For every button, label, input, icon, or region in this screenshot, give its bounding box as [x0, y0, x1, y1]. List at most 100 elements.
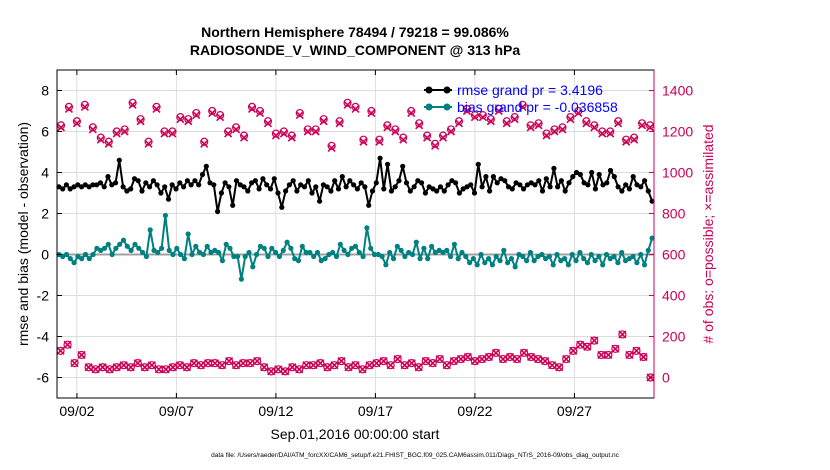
- rmse-point-132: [555, 184, 561, 190]
- obs-bottom-cross-21: [203, 359, 213, 368]
- bias-point-94: [413, 239, 419, 245]
- obs-bottom-cross-10: [126, 363, 135, 372]
- bias-point-83: [371, 251, 378, 258]
- rmse-point-15: [113, 180, 119, 186]
- rmse-point-94: [411, 184, 417, 190]
- obs-top-possible-58: [518, 100, 527, 109]
- bias-point-153: [638, 251, 644, 258]
- bias-point-2: [63, 251, 70, 258]
- bias-point-5: [75, 253, 81, 260]
- obs-top-assimilated-28: [279, 129, 288, 138]
- rmse-point-67: [309, 190, 315, 196]
- rmse-point-142: [592, 186, 599, 192]
- y-left-tick-label-6: 6: [41, 124, 49, 140]
- x-tick-label-5: 09/27: [557, 403, 592, 419]
- obs-bottom-cross-4: [84, 363, 93, 372]
- obs-bottom-cross-13: [147, 361, 156, 370]
- obs-top-possible-61: [542, 129, 551, 138]
- obs-bottom-circle-3: [77, 350, 86, 360]
- obs-bottom-cross-16: [168, 363, 177, 372]
- obs-top-assimilated-0: [56, 123, 66, 132]
- obs-top-possible-3: [80, 100, 89, 109]
- rmse-point-46: [230, 202, 236, 208]
- obs-bottom-circle-72: [562, 354, 571, 364]
- rmse-point-149: [619, 188, 625, 194]
- obs-top-possible-24: [247, 102, 257, 112]
- bias-point-142: [596, 253, 602, 260]
- obs-bottom-cross-57: [456, 354, 465, 364]
- rmse-point-120: [509, 186, 515, 192]
- obs-top-possible-34: [327, 141, 336, 150]
- bias-point-10: [94, 245, 100, 251]
- bias-point-7: [82, 251, 89, 258]
- obs-top-assimilated-27: [271, 131, 280, 140]
- obs-bottom-cross-15: [161, 365, 170, 374]
- rmse-point-143: [596, 171, 602, 178]
- bias-point-17: [120, 237, 127, 243]
- rmse-point-39: [203, 163, 209, 169]
- obs-top-possible-20: [216, 110, 225, 120]
- bias-point-146: [611, 253, 617, 260]
- obs-top-assimilated-24: [247, 104, 257, 114]
- obs-bottom-cross-33: [288, 363, 297, 372]
- obs-top-possible-23: [239, 131, 249, 140]
- rmse-point-9: [90, 182, 96, 188]
- bias-point-65: [303, 249, 309, 256]
- rmse-point-134: [562, 188, 568, 194]
- bias-point-14: [109, 251, 115, 258]
- bias-point-96: [421, 245, 427, 251]
- bias-point-103: [448, 253, 454, 260]
- obs-top-assimilated-46: [423, 133, 432, 142]
- obs-bottom-cross-45: [372, 359, 381, 368]
- bias-point-154: [641, 262, 648, 268]
- obs-top-assimilated-70: [614, 119, 623, 128]
- rmse-point-65: [301, 184, 308, 190]
- obs-bottom-circle-78: [604, 350, 613, 360]
- chart-title-line2: RADIOSONDE_V_WIND_COMPONENT @ 313 hPa: [190, 42, 520, 58]
- bias-point-138: [581, 256, 587, 262]
- rmse-point-148: [615, 184, 621, 190]
- rmse-point-63: [294, 188, 300, 194]
- bias-point-61: [288, 245, 294, 251]
- obs-bottom-circle-55: [442, 361, 451, 370]
- obs-bottom-circle-65: [512, 354, 522, 364]
- bias-point-3: [67, 256, 73, 262]
- rmse-point-3: [67, 186, 73, 192]
- obs-bottom-cross-37: [316, 359, 325, 368]
- bias-point-63: [295, 258, 302, 264]
- obs-top-assimilated-3: [80, 102, 89, 111]
- bias-point-119: [508, 256, 514, 262]
- bias-point-6: [79, 256, 85, 262]
- obs-bottom-cross-42: [351, 361, 360, 370]
- obs-bottom-cross-46: [379, 357, 388, 366]
- bias-point-118: [505, 260, 511, 266]
- bias-point-19: [128, 247, 134, 253]
- obs-markers: [56, 98, 655, 382]
- bias-point-140: [588, 251, 594, 258]
- bias-point-133: [562, 256, 568, 262]
- obs-top-assimilated-18: [200, 139, 209, 148]
- rmse-point-90: [396, 178, 402, 184]
- obs-bottom-cross-28: [253, 357, 262, 366]
- rmse-point-68: [313, 184, 319, 190]
- obs-bottom-cross-73: [569, 346, 578, 355]
- obs-top-possible-51: [462, 104, 472, 114]
- obs-bottom-cross-53: [428, 359, 437, 368]
- bias-point-139: [584, 260, 591, 266]
- obs-top-assimilated-29: [287, 133, 296, 142]
- obs-bottom-cross-52: [421, 357, 430, 366]
- rmse-point-1: [60, 186, 66, 192]
- obs-bottom-circle-2: [70, 359, 79, 368]
- obs-bottom-cross-75: [583, 342, 592, 351]
- bias-point-127: [539, 251, 545, 258]
- obs-top-assimilated-57: [510, 115, 519, 124]
- rmse-point-152: [630, 174, 636, 180]
- obs-bottom-cross-14: [154, 365, 163, 374]
- bias-point-13: [105, 241, 111, 247]
- obs-bottom-cross-58: [463, 352, 472, 362]
- obs-bottom-circle-28: [253, 357, 262, 366]
- legend-rmse-marker: [425, 86, 433, 94]
- legend-rmse-label: rmse grand pr = 3.4196: [457, 82, 603, 98]
- y-left-tick-label-3: 0: [41, 247, 49, 263]
